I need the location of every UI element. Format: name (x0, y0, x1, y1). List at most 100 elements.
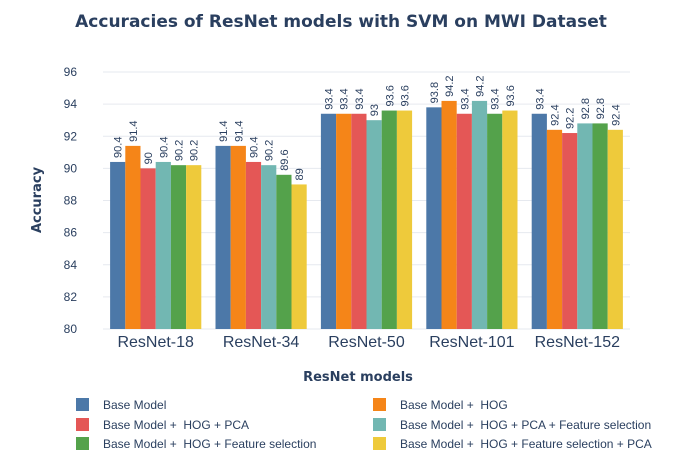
data-label: 90 (143, 152, 155, 164)
bar (381, 110, 397, 329)
legend-item[interactable]: Base Model + HOG + PCA + Feature selecti… (373, 418, 651, 432)
y-tick-label: 80 (64, 322, 78, 336)
data-label: 90.4 (249, 137, 261, 158)
y-tick-label: 96 (64, 65, 78, 79)
x-tick-label: ResNet-34 (223, 334, 300, 351)
x-axis-title: ResNet models (303, 370, 413, 385)
y-tick-label: 92 (64, 129, 78, 143)
bar (441, 100, 457, 329)
bar (456, 113, 472, 329)
y-axis-title: Accuracy (30, 166, 45, 233)
data-label: 93.4 (459, 88, 471, 109)
bar (487, 113, 503, 329)
bar (531, 113, 547, 329)
data-label: 93.6 (384, 85, 396, 106)
data-label: 92.4 (550, 104, 562, 125)
y-tick-label: 90 (64, 161, 78, 175)
data-label: 90.2 (174, 140, 186, 161)
y-tick-label: 88 (64, 194, 78, 208)
legend[interactable]: Base Model Base Model + HOG Base Model + H… (76, 398, 652, 451)
bar (471, 100, 488, 329)
bar (607, 129, 623, 329)
bar (230, 145, 246, 329)
legend-label: Base Model + HOG + Feature selection (103, 437, 316, 451)
bar (155, 161, 171, 329)
bar (592, 123, 608, 330)
data-label: 93.6 (505, 85, 517, 106)
data-label: 94.2 (475, 75, 487, 96)
bar (546, 129, 563, 329)
legend-label: Base Model + HOG + PCA + Feature selecti… (400, 418, 651, 432)
data-label: 90.2 (264, 140, 276, 161)
bar (562, 133, 578, 329)
data-label: 94.2 (444, 75, 456, 96)
bar (125, 145, 141, 329)
data-label: 93.4 (339, 88, 351, 109)
legend-item[interactable]: Base Model + HOG + PCA (76, 418, 249, 432)
data-label: 92.8 (595, 98, 607, 119)
legend-label: Base Model + HOG + Feature selection + P… (400, 437, 652, 451)
data-label: 93 (369, 104, 381, 116)
legend-label: Base Model (103, 398, 166, 412)
legend-item[interactable]: Base Model + HOG + Feature selection (76, 437, 316, 451)
bar (291, 184, 307, 329)
bar (336, 113, 352, 329)
legend-label: Base Model + HOG (400, 398, 508, 412)
legend-swatch (373, 398, 386, 411)
legend-item[interactable]: Base Model (76, 398, 166, 412)
bar (426, 107, 442, 330)
legend-swatch (76, 418, 89, 431)
bars (110, 100, 623, 330)
bar (186, 165, 202, 329)
chart-title: Accuracies of ResNet models with SVM on … (75, 12, 607, 32)
x-tick-label: ResNet-18 (117, 334, 194, 351)
bar (396, 110, 413, 329)
bar (110, 161, 126, 329)
y-tick-label: 94 (64, 97, 78, 111)
data-label: 89 (294, 168, 306, 180)
data-label: 89.6 (279, 149, 291, 170)
data-label: 91.4 (218, 120, 230, 141)
data-label: 93.6 (400, 85, 412, 106)
legend-swatch (76, 398, 89, 411)
data-label: 92.4 (610, 104, 622, 125)
x-tick-label: ResNet-50 (328, 334, 405, 351)
y-tick-label: 84 (64, 258, 78, 272)
data-label: 92.8 (580, 98, 592, 119)
bar (245, 161, 262, 329)
bar (366, 120, 382, 329)
bar (351, 113, 367, 329)
data-label: 91.4 (233, 120, 245, 141)
bar (502, 110, 518, 329)
data-label: 90.4 (113, 137, 125, 158)
data-label: 93.4 (354, 88, 366, 109)
data-label: 93.8 (429, 82, 441, 103)
y-tick-label: 82 (64, 290, 78, 304)
bar (215, 145, 231, 329)
bar (577, 123, 593, 330)
legend-item[interactable]: Base Model + HOG (373, 398, 508, 412)
legend-swatch (76, 437, 89, 450)
legend-swatch (373, 437, 386, 450)
x-axis-ticks: ResNet-18 ResNet-34 ResNet-50 ResNet-101 Res… (117, 334, 620, 351)
bar (320, 113, 337, 329)
data-label: 93.4 (534, 88, 546, 109)
legend-item[interactable]: Base Model + HOG + Feature selection + P… (373, 437, 652, 451)
x-tick-label: ResNet-101 (429, 334, 514, 351)
data-label: 91.4 (128, 120, 140, 141)
x-tick-label: ResNet-152 (535, 334, 620, 351)
data-label: 93.4 (490, 88, 502, 109)
data-label: 90.4 (158, 137, 170, 158)
data-label: 92.2 (565, 108, 577, 129)
bar (170, 165, 187, 329)
data-label: 93.4 (324, 88, 336, 109)
y-axis-ticks: 80 82 84 86 88 90 92 94 96 (64, 65, 78, 336)
bar (276, 174, 292, 329)
data-label: 90.2 (189, 140, 201, 161)
y-tick-label: 86 (64, 226, 78, 240)
legend-swatch (373, 418, 386, 431)
bar (261, 165, 277, 329)
bar (140, 168, 156, 329)
